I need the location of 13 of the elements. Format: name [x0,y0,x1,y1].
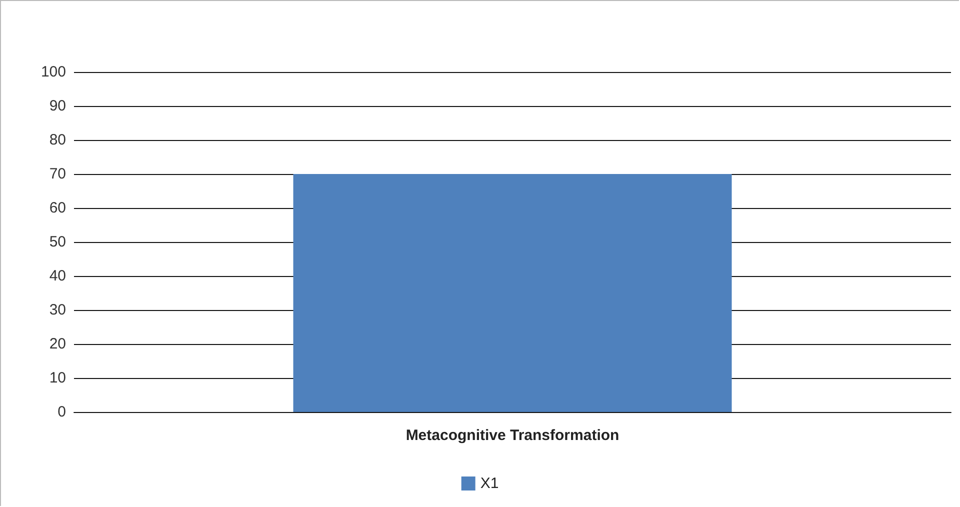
y-tick-label: 70 [49,166,66,182]
y-tick-label: 90 [49,98,66,114]
y-tick-label: 80 [49,132,66,148]
y-tick-label: 10 [49,370,66,386]
y-tick-label: 20 [49,336,66,352]
y-tick-label: 60 [49,200,66,216]
legend-label: X1 [480,475,499,492]
y-tick-label: 30 [49,302,66,318]
y-tick-label: 40 [49,268,66,284]
y-tick-label: 0 [58,404,66,420]
y-tick-label: 50 [49,234,66,250]
y-tick-label: 100 [40,64,66,80]
x-tick-label: Metacognitive Transformation [406,427,620,444]
